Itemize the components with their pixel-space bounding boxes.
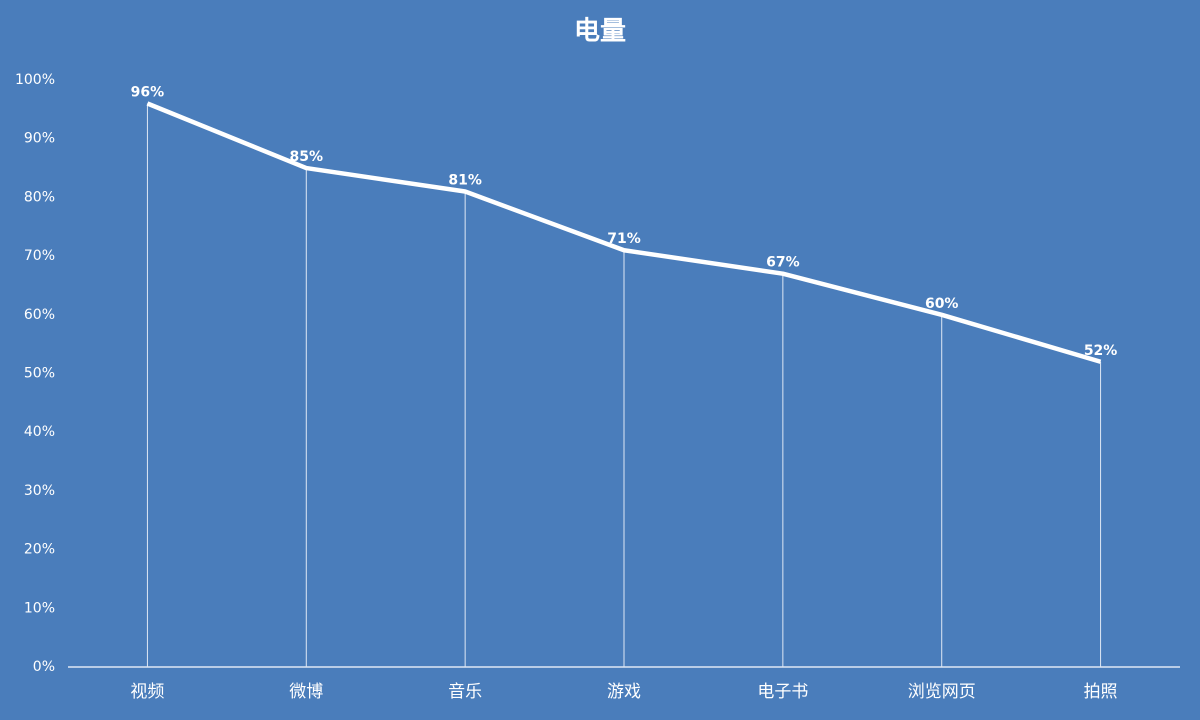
- data-label: 52%: [1084, 343, 1118, 359]
- y-tick-label: 100%: [15, 72, 55, 88]
- x-tick-label: 浏览网页: [908, 682, 976, 702]
- y-tick-label: 0%: [33, 659, 55, 675]
- data-label: 60%: [925, 296, 959, 312]
- x-tick-label: 视频: [130, 682, 164, 702]
- y-tick-label: 60%: [24, 307, 55, 323]
- x-tick-label: 音乐: [448, 682, 482, 702]
- y-tick-label: 10%: [24, 600, 55, 616]
- y-tick-label: 20%: [24, 542, 55, 558]
- data-label: 67%: [766, 255, 800, 271]
- y-tick-label: 40%: [24, 424, 55, 440]
- data-label: 71%: [607, 231, 641, 247]
- data-label: 96%: [131, 84, 165, 100]
- y-tick-label: 50%: [24, 366, 55, 382]
- chart-title: 电量: [574, 17, 626, 47]
- x-tick-label: 游戏: [607, 682, 641, 702]
- data-label: 85%: [290, 149, 324, 165]
- y-tick-label: 70%: [24, 248, 55, 264]
- y-tick-label: 80%: [24, 189, 55, 205]
- data-label: 81%: [448, 173, 482, 189]
- y-tick-label: 30%: [24, 483, 55, 499]
- line-series: [146, 101, 1102, 364]
- y-tick-label: 90%: [24, 131, 55, 147]
- x-tick-label: 电子书: [757, 682, 808, 702]
- x-tick-label: 微博: [289, 682, 323, 702]
- x-tick-label: 拍照: [1084, 682, 1118, 702]
